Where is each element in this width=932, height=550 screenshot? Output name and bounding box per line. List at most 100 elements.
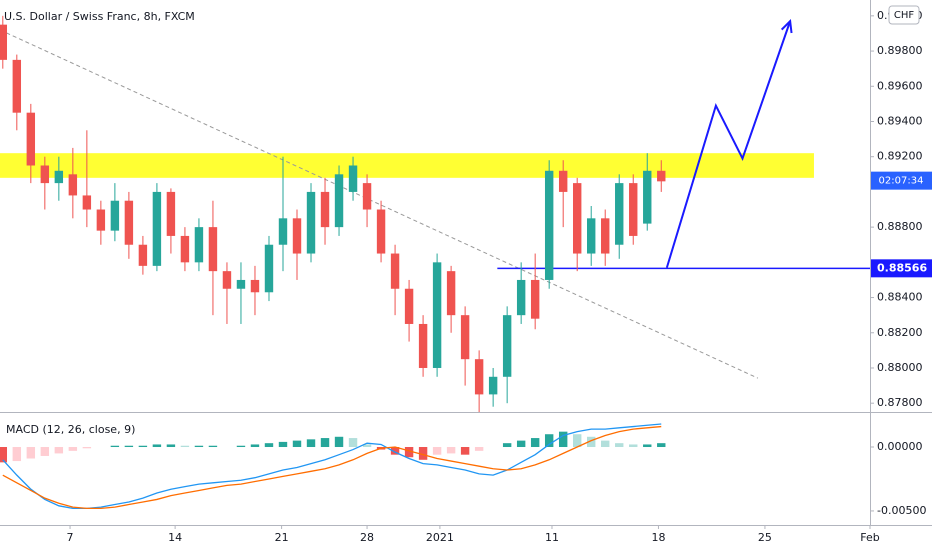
macd-histogram-bar [68,447,78,451]
candle-body [110,200,120,231]
candle-body [292,218,302,254]
resistance-zone [0,153,814,178]
macd-histogram-bar [587,436,596,448]
candle-body [26,112,36,166]
macd-line [2,425,662,510]
y-tick-label: 0.88800 [877,220,923,233]
macd-histogram-bar [474,447,484,451]
y-tick-label: 0.89200 [877,150,923,163]
macd-histogram-bar [292,440,302,448]
x-tick-label: Feb [860,531,879,544]
level-label: 0.88566 [877,261,927,274]
macd-histogram-bar [572,434,582,448]
macd-histogram-bar [544,434,554,448]
macd-histogram-bar [502,443,512,448]
macd-histogram-bar [615,443,624,448]
y-tick-label: 0.89400 [877,114,923,127]
y-tick-label: 0.88000 [877,361,923,374]
macd-histogram-bar [152,444,162,448]
macd-histogram-bar [250,444,260,448]
macd-title: MACD (12, 26, close, 9) [6,423,135,436]
y-tick-label: 0.89800 [877,44,923,57]
x-tick-label: 2021 [426,531,454,544]
macd-histogram-bar [418,447,428,460]
candle-body [96,209,106,231]
macd-histogram-bar [166,444,176,448]
chart-title: U.S. Dollar / Swiss Franc, 8h, FXCM [4,10,195,23]
candle-body [572,183,582,254]
macd-histogram-bar [0,447,8,463]
last-price-tag [871,171,932,190]
x-tick-label: 21 [275,531,289,544]
macd-histogram-bar [26,447,36,459]
candle-body [587,218,596,254]
macd-histogram-bar [390,447,400,455]
y-tick-label: 0.88400 [877,291,923,304]
y-tick-label: 0.87800 [877,396,923,409]
candle-body [629,183,638,236]
currency-label: CHF [894,10,915,21]
candle-body [222,271,232,289]
candle-body [376,209,386,254]
candle-body [657,170,666,182]
macd-histogram-bar [138,445,148,448]
candle-body [544,170,554,280]
candle-body [124,200,134,245]
macd-histogram-bar [180,445,190,448]
candle-body [208,227,218,272]
candle-body [166,191,176,236]
macd-histogram-bar [320,438,330,448]
x-tick-label: 18 [651,531,665,544]
macd-histogram-bar [558,431,568,448]
candle-body [601,218,610,254]
candle-body [320,191,330,228]
macd-histogram-bar [629,444,638,448]
y-tick-label: 0.88200 [877,326,923,339]
candle-body [250,279,260,293]
x-tick-label: 25 [758,531,772,544]
trendline [0,29,759,379]
macd-histogram-bar [82,447,92,449]
candle-body [264,244,274,293]
candle-body [362,183,372,210]
macd-histogram-bar [264,443,274,448]
macd-histogram-bar [362,444,372,448]
y-tick-label: 0.89600 [877,79,923,92]
x-tick-label: 14 [168,531,182,544]
macd-histogram-bar [657,443,666,448]
candle-body [40,165,50,184]
macd-histogram-bar [334,436,344,448]
candle-body [390,253,400,289]
x-tick-label: 28 [360,531,374,544]
macd-histogram-bar [124,445,134,448]
candle-body [474,359,484,395]
macd-histogram-bar [348,438,358,448]
macd-histogram-bar [446,447,456,454]
candle-body [194,227,204,263]
x-tick-label: 7 [67,531,74,544]
macd-histogram-bar [110,445,120,448]
level-tag [871,259,932,278]
candle-body [54,170,64,184]
candle-body [334,174,344,228]
candle-body [152,191,162,266]
candle-body [348,165,358,192]
macd-y-tick-label: -0.00500 [877,504,926,517]
candle-body [404,288,414,324]
macd-histogram-bar [12,447,22,462]
candle-body [643,170,652,224]
macd-y-tick-label: 0.00000 [877,440,923,453]
candle-body [138,244,148,266]
candle-body [236,279,246,289]
macd-histogram-bar [208,445,218,448]
macd-line [2,423,662,510]
candle-body [446,271,456,316]
currency-button[interactable] [888,5,920,25]
macd-histogram-bar [278,441,288,448]
macd-histogram-bar [40,447,50,456]
candle-body [558,170,568,192]
candle-body [530,279,540,319]
candle-body [306,191,316,254]
